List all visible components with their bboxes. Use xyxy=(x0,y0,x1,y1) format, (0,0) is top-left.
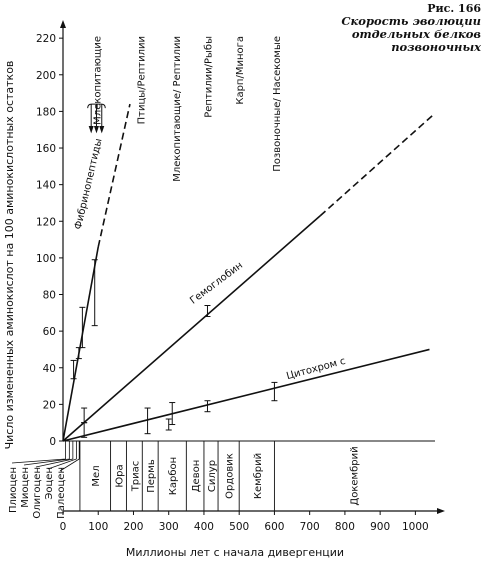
period-label: Пермь xyxy=(146,459,157,493)
epoch-label: Палеоцен xyxy=(56,467,67,519)
x-tick-label: 600 xyxy=(264,521,284,533)
x-tick-label: 100 xyxy=(88,521,108,533)
y-tick-label: 80 xyxy=(43,290,56,302)
x-tick-label: 800 xyxy=(335,521,355,533)
figure-caption: Рис. 166 Скорость эволюции отдельных бел… xyxy=(341,2,481,55)
y-axis-title: Число измененных аминокислот на 100 амин… xyxy=(3,61,16,450)
epoch-leader xyxy=(59,441,80,472)
bracket-arrowhead xyxy=(88,126,94,134)
divergence-label: Рептилии/Рыбы xyxy=(203,36,214,118)
y-tick-label: 20 xyxy=(43,399,56,411)
x-tick-label: 700 xyxy=(300,521,320,533)
series-line-dashed xyxy=(97,103,131,248)
epoch-label: Миоцен xyxy=(20,467,31,508)
epoch-leader xyxy=(23,441,70,466)
x-tick-label: 300 xyxy=(159,521,179,533)
divergence-label: Карп/Минога xyxy=(235,36,246,105)
period-label: Девон xyxy=(191,460,202,493)
y-tick-label: 180 xyxy=(36,106,56,118)
period-label: Юра xyxy=(115,464,126,487)
period-label: Мел xyxy=(91,465,102,486)
period-label: Докембрий xyxy=(350,446,361,505)
y-tick-label: 0 xyxy=(49,436,56,448)
x-axis-title: Миллионы лет с начала дивергенции xyxy=(126,546,344,559)
epoch-label: Плиоцен xyxy=(8,467,19,513)
bracket-arrowhead xyxy=(93,126,99,134)
divergence-label: Позвоночные/ Насекомые xyxy=(272,36,283,172)
figure-title-line-3: позвоночных xyxy=(391,40,481,55)
divergence-label: Птицы/Рептилии xyxy=(137,36,148,124)
series-label: Фибринопептиды xyxy=(73,137,105,230)
epoch-leader xyxy=(11,441,66,464)
y-tick-label: 40 xyxy=(43,363,56,375)
epoch-leader xyxy=(35,441,74,468)
y-tick-label: 220 xyxy=(36,33,56,45)
epoch-label: Эоцен xyxy=(44,467,55,500)
series-line-dashed xyxy=(319,114,434,217)
figure-number: Рис. 166 xyxy=(427,2,481,15)
x-tick-label: 900 xyxy=(370,521,390,533)
x-tick-label: 1000 xyxy=(402,521,429,533)
y-tick-label: 200 xyxy=(36,70,56,82)
series-line-solid xyxy=(62,348,430,442)
y-tick-label: 100 xyxy=(36,253,56,265)
series-line-solid xyxy=(62,246,100,442)
x-tick-label: 500 xyxy=(229,521,249,533)
period-label: Триас xyxy=(130,461,141,493)
series-label: Гемоглобин xyxy=(188,260,245,307)
divergence-label: Млекопитающие xyxy=(92,36,103,125)
period-label: Силур xyxy=(207,460,218,492)
epoch-leader xyxy=(47,441,77,470)
y-tick-label: 140 xyxy=(36,180,56,192)
y-tick-label: 60 xyxy=(43,326,56,338)
bracket-arrowhead xyxy=(99,126,105,134)
x-tick-label: 400 xyxy=(194,521,214,533)
x-axis-arrow xyxy=(437,508,445,514)
series-line-solid xyxy=(62,215,321,442)
x-tick-label: 0 xyxy=(60,521,67,533)
divergence-label: Млекопитающие/ Рептилии xyxy=(172,36,183,182)
figure-title-line-1: Скорость эволюции xyxy=(341,14,481,28)
period-label: Кембрий xyxy=(253,453,264,499)
period-label: Ордовик xyxy=(225,453,236,499)
x-tick-label: 200 xyxy=(123,521,143,533)
epoch-label: Олигоцен xyxy=(32,467,43,519)
y-axis-arrow xyxy=(60,20,66,28)
y-tick-label: 160 xyxy=(36,143,56,155)
period-label: Карбон xyxy=(168,457,179,495)
figure-title-line-2: отдельных белков xyxy=(351,27,481,42)
y-tick-label: 120 xyxy=(36,216,56,228)
